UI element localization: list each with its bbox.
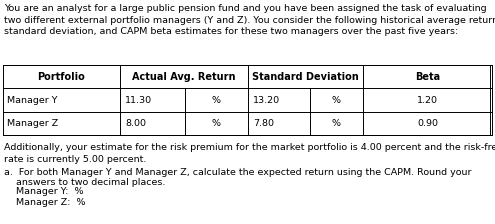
Text: Manager Z: Manager Z (7, 119, 58, 128)
Text: 8.00: 8.00 (125, 119, 146, 128)
Bar (3, 65, 492, 135)
Text: %: % (212, 119, 221, 128)
Text: %: % (332, 95, 341, 105)
Text: Manager Y: Manager Y (7, 95, 57, 105)
Text: 7.80: 7.80 (253, 119, 274, 128)
Text: Beta: Beta (415, 72, 440, 82)
Text: 11.30: 11.30 (125, 95, 152, 105)
Text: You are an analyst for a large public pension fund and you have been assigned th: You are an analyst for a large public pe… (4, 4, 495, 36)
Text: Portfolio: Portfolio (38, 72, 85, 82)
Text: 1.20: 1.20 (417, 95, 438, 105)
Text: 13.20: 13.20 (253, 95, 280, 105)
Text: %: % (212, 95, 221, 105)
Text: a.  For both Manager Y and Manager Z, calculate the expected return using the CA: a. For both Manager Y and Manager Z, cal… (4, 168, 472, 177)
Text: answers to two decimal places.: answers to two decimal places. (4, 178, 165, 187)
Text: Standard Deviation: Standard Deviation (252, 72, 359, 82)
Text: 0.90: 0.90 (417, 119, 438, 128)
Text: Additionally, your estimate for the risk premium for the market portfolio is 4.0: Additionally, your estimate for the risk… (4, 143, 495, 164)
Text: Actual Avg. Return: Actual Avg. Return (132, 72, 236, 82)
Text: %: % (332, 119, 341, 128)
Text: Manager Z:  %: Manager Z: % (4, 198, 86, 207)
Text: Manager Y:  %: Manager Y: % (4, 187, 84, 196)
